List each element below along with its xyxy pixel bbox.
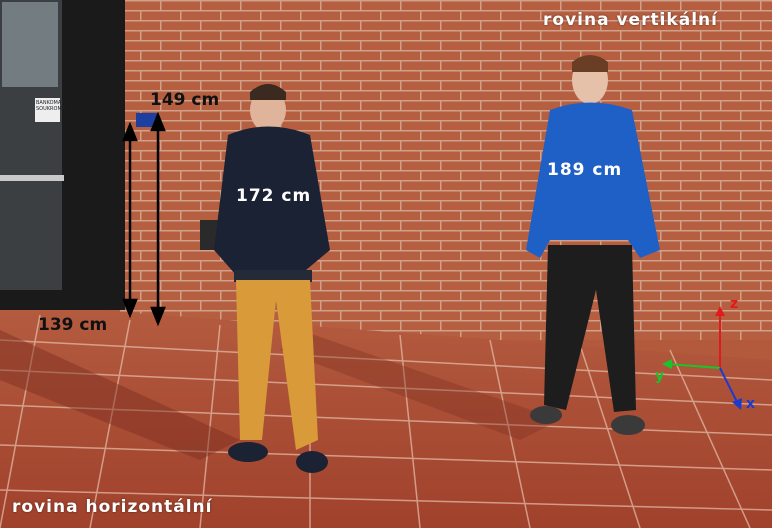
axis-x-label: x xyxy=(746,396,756,412)
plane-label-vertical: rovina vertikální xyxy=(543,10,718,30)
person-left-height: 172 cm xyxy=(236,186,312,206)
person-left xyxy=(214,84,330,473)
shadow xyxy=(280,330,560,440)
sign-height-label: 149 cm xyxy=(150,90,220,110)
person-right-height: 189 cm xyxy=(547,160,623,180)
plane-label-horizontal: rovina horizontální xyxy=(12,497,213,517)
person-right xyxy=(526,55,660,435)
measurement-arrows xyxy=(122,111,166,327)
door-height-label: 139 cm xyxy=(38,315,108,335)
door-sign xyxy=(35,98,60,122)
accessibility-sign xyxy=(136,113,158,127)
door-sign-text: BANKOMAT SOUKROMÁ xyxy=(36,100,66,112)
shadow xyxy=(0,330,240,460)
axis-gizmo xyxy=(662,306,742,410)
axis-y-label: y xyxy=(655,368,665,384)
axis-z-label: z xyxy=(730,296,739,312)
brick-wall xyxy=(120,0,772,340)
door-glass-reflection xyxy=(2,2,58,87)
door-handle xyxy=(0,175,64,181)
